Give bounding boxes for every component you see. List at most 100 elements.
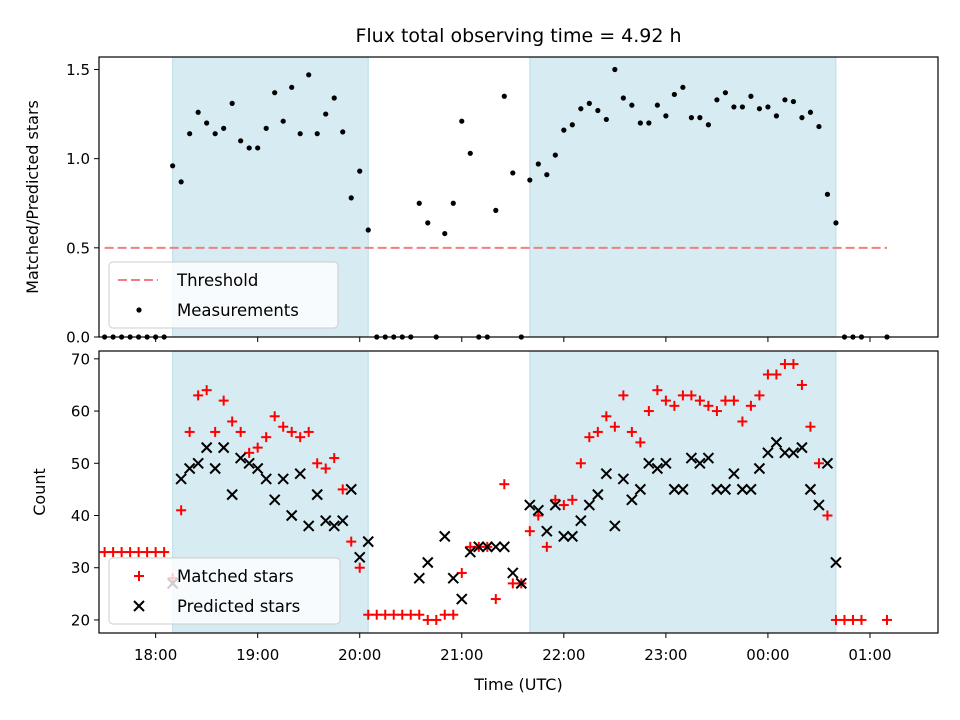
matched-star-point — [592, 426, 603, 437]
matched-star-point — [176, 505, 187, 516]
chart-title: Flux total observing time = 4.92 h — [355, 25, 681, 47]
legend-measurement-swatch — [136, 307, 142, 313]
matched-star-point — [125, 547, 136, 558]
matched-star-point — [363, 609, 374, 620]
measurement-point — [773, 113, 780, 119]
measurement-point — [595, 107, 601, 114]
measurement-point — [637, 120, 643, 126]
measurement-point — [510, 170, 516, 176]
predicted-star-point — [830, 556, 842, 569]
predicted-star-point — [626, 494, 638, 506]
matched-star-point — [184, 426, 195, 437]
predicted-star-point — [617, 473, 630, 485]
matched-star-point — [278, 421, 289, 432]
measurement-point — [680, 84, 686, 90]
measurement-point — [195, 109, 201, 115]
measurement-point — [663, 113, 669, 119]
predicted-star-point — [226, 488, 238, 501]
predicted-star-point — [200, 441, 213, 454]
predicted-star-point — [277, 473, 289, 485]
y-tick-label: 40 — [71, 507, 90, 525]
matched-star-point — [626, 426, 637, 437]
matched-star-point — [779, 359, 790, 370]
measurement-point — [442, 230, 448, 237]
measurement-point — [263, 125, 269, 131]
matched-star-point — [601, 411, 612, 422]
legend-predicted-swatch — [133, 600, 145, 612]
predicted-star-point — [481, 541, 493, 553]
predicted-star-point — [745, 483, 757, 496]
y-tick-label: 1.0 — [66, 150, 90, 168]
predicted-star-point — [456, 593, 468, 605]
measurement-point — [578, 106, 584, 112]
matched-star-point — [881, 614, 892, 625]
matched-star-point — [856, 614, 867, 625]
matched-star-point — [99, 547, 110, 558]
measurement-point — [765, 104, 771, 110]
x-tick-label: 01:00 — [848, 646, 891, 664]
matched-star-point — [830, 614, 841, 625]
predicted-star-point — [787, 447, 800, 459]
measurement-point — [204, 120, 210, 126]
predicted-star-point — [660, 457, 672, 469]
matched-star-point — [788, 359, 799, 370]
matched-star-point — [813, 458, 824, 469]
matched-star-point — [303, 426, 314, 437]
y-tick-label: 20 — [71, 611, 90, 629]
measurement-point — [348, 195, 354, 201]
predicted-star-point — [719, 483, 732, 496]
matched-star-point — [193, 390, 204, 401]
measurement-point — [459, 118, 465, 124]
predicted-star-point — [524, 499, 536, 511]
measurement-point — [731, 104, 737, 110]
matched-star-point — [227, 416, 238, 427]
measurement-point — [824, 191, 831, 197]
predicted-star-point — [490, 541, 502, 553]
matched-star-point — [346, 536, 357, 547]
measurement-point — [586, 100, 592, 106]
predicted-star-point — [770, 436, 783, 449]
matched-star-point — [584, 432, 595, 443]
matched-star-point — [320, 463, 331, 474]
y-tick-label: 30 — [71, 559, 90, 577]
matched-star-point — [609, 421, 620, 432]
matched-star-point — [822, 510, 833, 521]
measurement-point — [221, 125, 227, 131]
matched-star-point — [754, 390, 765, 401]
measurement-point — [714, 97, 720, 103]
matched-star-point — [558, 500, 569, 511]
predicted-star-point — [592, 488, 604, 501]
predicted-star-point — [532, 504, 545, 516]
matched-star-point — [703, 400, 714, 411]
matched-star-point — [847, 614, 858, 625]
measurement-point — [289, 84, 295, 90]
matched-star-point — [159, 547, 170, 558]
x-tick-label: 21:00 — [440, 646, 483, 664]
measurement-point — [323, 111, 329, 117]
predicted-star-point — [498, 541, 511, 553]
matched-star-point — [839, 614, 850, 625]
predicted-star-point — [320, 515, 332, 527]
measurement-point — [561, 127, 567, 133]
measurement-point — [569, 122, 575, 128]
measurement-point — [416, 200, 422, 206]
y-tick-label: 1.5 — [66, 61, 90, 79]
matched-star-point — [431, 614, 442, 625]
x-tick-label: 00:00 — [746, 646, 789, 664]
matched-star-point — [507, 578, 518, 589]
matched-star-point — [796, 379, 807, 390]
measurement-point — [238, 138, 244, 144]
predicted-star-point — [549, 499, 562, 511]
matched-star-point — [550, 494, 561, 505]
measurement-point — [527, 177, 533, 183]
predicted-star-point — [541, 525, 553, 537]
measurement-point — [501, 93, 507, 99]
matched-star-point — [643, 406, 654, 417]
matched-star-point — [490, 594, 501, 605]
y-tick-label: 50 — [71, 455, 90, 473]
predicted-star-point — [507, 567, 519, 579]
measurement-point — [331, 95, 337, 101]
x-tick-label: 20:00 — [338, 646, 381, 664]
matched-star-point — [142, 547, 153, 558]
predicted-star-point — [804, 483, 817, 496]
